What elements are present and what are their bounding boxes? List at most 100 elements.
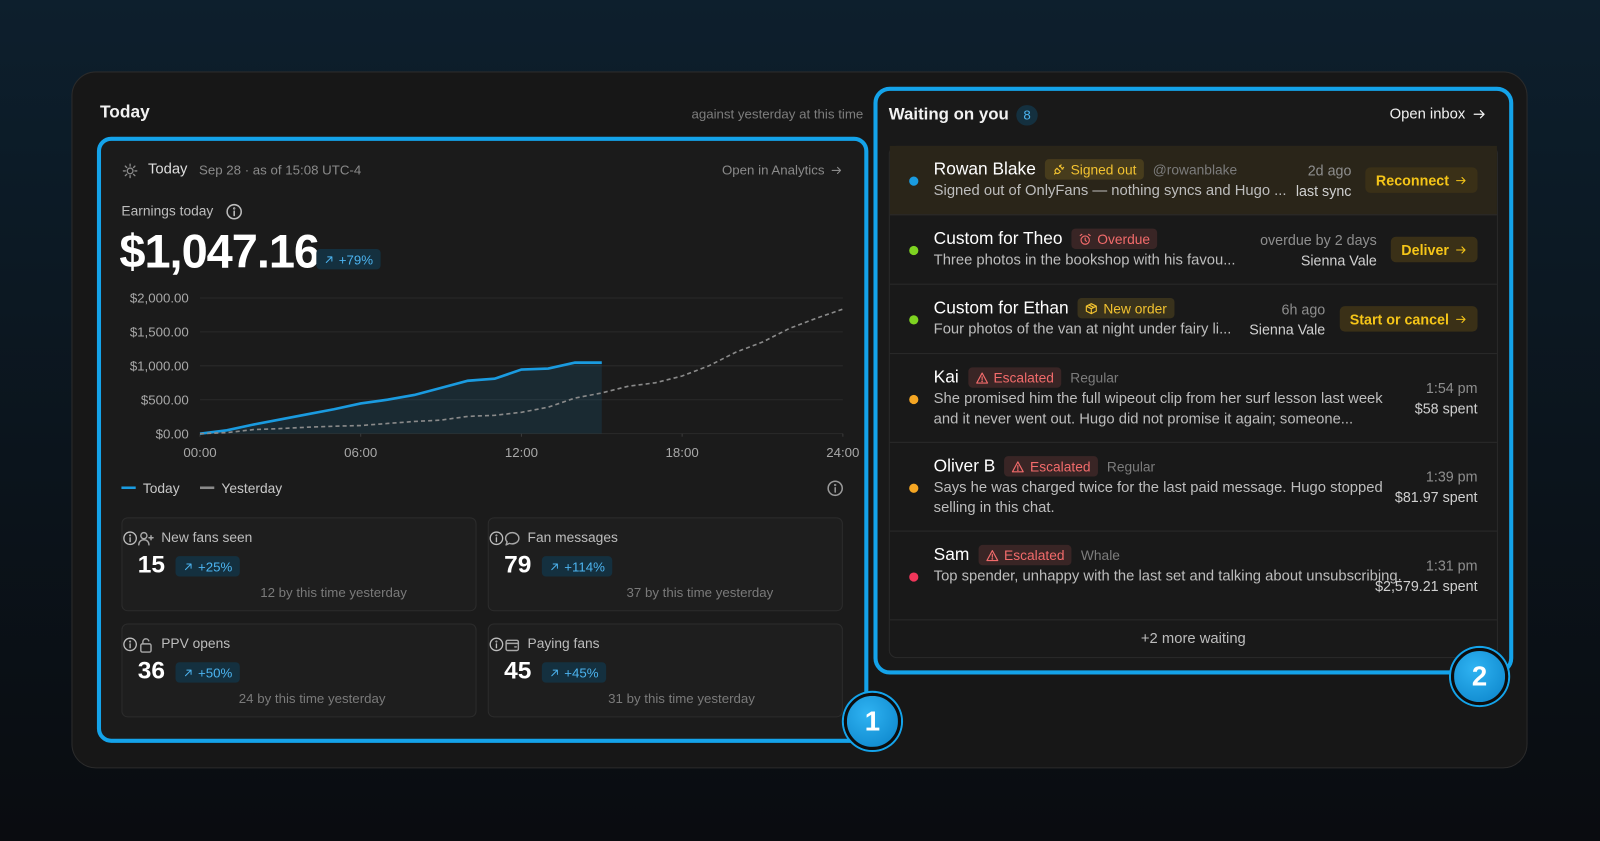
trend-icon — [184, 563, 192, 570]
row-action[interactable]: Deliver — [1391, 236, 1478, 263]
row-text: Top spender, unhappy with the last set a… — [933, 568, 1402, 585]
arrow-icon — [1456, 245, 1466, 254]
row-action[interactable]: Reconnect — [1365, 167, 1478, 193]
row-tag: Escalated — [967, 367, 1062, 388]
row-meta: 2d ago last sync — [1296, 160, 1352, 201]
row-tag-text: Escalated — [1004, 547, 1065, 563]
row-sub: Regular — [1106, 458, 1156, 474]
inbox-row[interactable]: Oliver B Escalated Regular Says he was char… — [889, 443, 1497, 532]
inbox-row[interactable]: Sam Escalated Whale Top spender, unhappy wi… — [889, 532, 1497, 621]
row-text: Signed out of OnlyFans — nothing syncs a… — [933, 182, 1287, 199]
icon-part — [834, 483, 837, 487]
row-action-text[interactable]: Start or cancel — [1349, 310, 1449, 328]
stat-note: 12 by this time yesterday — [260, 584, 407, 600]
status-dot — [909, 315, 919, 325]
row-main: Custom for Theo Overdue Three photos in th… — [934, 228, 1286, 271]
row-name: Oliver B — [933, 456, 996, 476]
row-meta-line: $81.97 spent — [1394, 488, 1478, 506]
stat-label: PPV opens — [161, 635, 231, 652]
analytics-link-text[interactable]: Open in Analytics — [721, 162, 825, 178]
row-head: Oliver B Escalated Regular — [934, 455, 1403, 477]
stat-label: Fan messages — [527, 529, 618, 545]
change-text: +79% — [338, 251, 374, 267]
info-icon — [489, 531, 504, 546]
row-tag-text: Escalated — [993, 369, 1054, 386]
icon-part — [551, 669, 558, 676]
status-dot — [909, 245, 919, 256]
icon-part — [138, 534, 154, 546]
row-main: Custom for Ethan New order Four photos of … — [934, 297, 1286, 340]
row-text: Says he was charged twice for the last p… — [933, 479, 1383, 516]
row-side: 2d ago last sync Reconnect — [1296, 146, 1478, 214]
status-dot — [909, 176, 919, 186]
row-tag: Escalated — [1004, 456, 1098, 477]
status-dot — [909, 394, 919, 404]
row-meta-line: $2,579.21 spent — [1375, 577, 1478, 594]
row-meta-line: 2d ago — [1307, 161, 1352, 179]
row-main: Rowan Blake Signed out @rowanblake Signed o… — [933, 158, 1287, 201]
row-action-text[interactable]: Deliver — [1401, 241, 1449, 258]
info-icon — [489, 637, 504, 652]
row-meta: 1:31 pm $2,579.21 spent — [1375, 555, 1477, 596]
row-tag-text: New order — [1103, 300, 1167, 316]
row-meta-line: 1:39 pm — [1425, 468, 1478, 485]
row-action[interactable]: Start or cancel — [1339, 306, 1478, 332]
stat-card: Paying fans 45 +45% 31 by this time yesterd… — [487, 623, 843, 718]
stat-icon — [140, 638, 152, 653]
icon-part — [551, 563, 558, 570]
trend-icon — [184, 669, 192, 676]
change-badge: +50% — [175, 662, 240, 683]
inbox-row[interactable]: Rowan Blake Signed out @rowanblake Signed o… — [889, 145, 1497, 216]
inbox-row[interactable]: Custom for Ethan New order Four photos of … — [889, 285, 1497, 355]
icon-part — [1079, 233, 1092, 242]
row-action-text[interactable]: Reconnect — [1375, 171, 1449, 189]
inbox-row[interactable]: Kai Escalated Regular She promised him the … — [889, 354, 1497, 443]
icon-part — [1054, 163, 1065, 175]
icon-part — [1456, 315, 1466, 323]
icon-part — [1017, 468, 1020, 471]
stat-card: New fans seen 15 +25% 12 by this time yeste… — [121, 517, 477, 612]
row-main: Oliver B Escalated Regular Says he was char… — [934, 455, 1403, 518]
icon-part — [140, 643, 152, 653]
callout-badge: 1 — [843, 692, 902, 750]
count-badge: 8 — [1016, 105, 1038, 126]
inbox-row[interactable]: Custom for Theo Overdue Three photos in th… — [889, 215, 1497, 285]
icon-part — [123, 637, 137, 652]
icon-part — [232, 207, 236, 210]
row-name: Rowan Blake — [933, 159, 1036, 179]
row-head: Kai Escalated Regular — [934, 366, 1403, 388]
arrow-icon — [1456, 315, 1466, 323]
change-text: +50% — [197, 664, 233, 681]
stat-note: 24 by this time yesterday — [238, 690, 386, 707]
tag-icon — [986, 549, 999, 561]
row-meta: 1:39 pm $81.97 spent — [1395, 466, 1478, 507]
row-meta-line: 6h ago — [1281, 300, 1326, 317]
inbox-link-text[interactable]: Open inbox — [1389, 106, 1466, 123]
tag-icon — [1012, 460, 1025, 472]
status-dot — [909, 483, 919, 493]
sun-icon — [122, 163, 138, 179]
analytics-link[interactable]: Open in Analytics — [721, 162, 843, 178]
row-meta-line: 1:54 pm — [1425, 379, 1478, 396]
tag-icon — [975, 371, 988, 384]
row-sub: Whale — [1080, 547, 1120, 563]
inbox-link[interactable]: Open inbox — [1390, 106, 1487, 122]
icon-part — [991, 557, 994, 560]
panel-date: Sep 28 · as of 15:08 UTC-4 — [198, 162, 362, 178]
trend-icon — [551, 669, 558, 676]
change-badge: +45% — [541, 662, 606, 683]
row-tag-text: Signed out — [1070, 161, 1137, 178]
row-side: 1:31 pm $2,579.21 spent — [1375, 532, 1477, 620]
row-side: 1:54 pm $58 spent — [1415, 354, 1478, 442]
icon-part — [489, 531, 504, 546]
row-meta-line: last sync — [1295, 182, 1352, 199]
icon-part — [122, 163, 138, 179]
icon-part — [325, 255, 333, 263]
icon-part — [831, 166, 842, 174]
more-waiting[interactable]: +2 more waiting — [1140, 630, 1246, 647]
icon-part — [495, 640, 498, 643]
icon-part — [980, 379, 983, 382]
section-title: Waiting on you — [888, 105, 1009, 124]
change-text: +25% — [197, 558, 233, 574]
